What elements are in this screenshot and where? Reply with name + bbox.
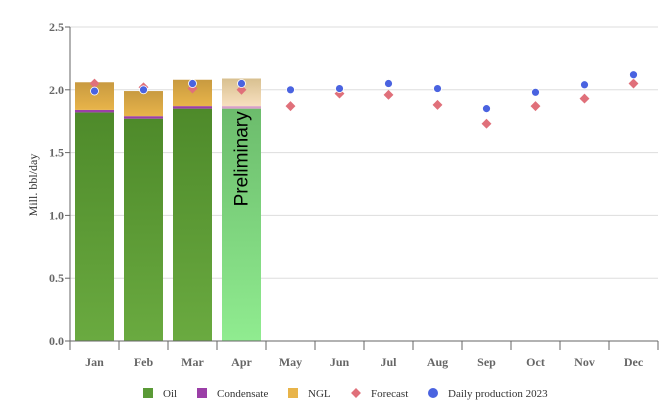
daily-production-point: [580, 80, 589, 90]
bar-oil: [173, 108, 212, 341]
bar-condensate: [173, 106, 212, 109]
x-tick-label: Jan: [85, 355, 104, 369]
legend-forecast-swatch: [351, 388, 361, 398]
forecast-point: [579, 93, 590, 104]
daily-production-point: [90, 86, 99, 96]
legend-condensate-label: Condensate: [217, 388, 268, 400]
legend-condensate-swatch: [197, 388, 207, 398]
bar-condensate: [124, 116, 163, 119]
legend-forecast-label: Forecast: [371, 388, 408, 400]
forecast-point: [383, 89, 394, 100]
x-tick-label: Aug: [427, 355, 448, 369]
y-tick-label: 1.5: [49, 146, 64, 160]
x-tick-label: Jun: [330, 355, 350, 369]
legend-oil-swatch: [143, 388, 153, 398]
bar-oil: [124, 118, 163, 341]
x-tick-label: Nov: [574, 355, 595, 369]
legend-oil-label: Oil: [163, 388, 177, 400]
y-axis-label: Mill. bbl/day: [26, 154, 40, 217]
x-tick-label: Oct: [526, 355, 545, 369]
y-tick-label: 0.5: [49, 271, 64, 285]
daily-production-point: [335, 84, 344, 93]
x-tick-label: May: [279, 355, 302, 369]
x-tick-label: Mar: [181, 355, 204, 369]
daily-production-point: [531, 87, 540, 97]
bar-oil: [75, 112, 114, 342]
daily-production-point: [286, 85, 295, 95]
y-tick-label: 2.0: [49, 83, 64, 97]
forecast-point: [628, 78, 639, 89]
forecast-point: [530, 101, 541, 112]
x-tick-label: Apr: [231, 355, 252, 369]
x-tick-label: Jul: [380, 355, 397, 369]
bar-oil: [222, 108, 261, 341]
bar-condensate: [75, 109, 114, 113]
forecast-point: [432, 99, 443, 110]
daily-production-point: [629, 70, 638, 80]
forecast-point: [89, 78, 100, 89]
legend-daily-production-2023-label: Daily production 2023: [448, 388, 548, 400]
y-tick-label: 1.0: [49, 208, 64, 222]
y-tick-label: 0.0: [49, 334, 64, 348]
y-tick-label: 2.5: [49, 20, 64, 34]
forecast-point: [285, 101, 296, 112]
preliminary-annotation: Preliminary: [232, 111, 253, 207]
daily-production-point: [237, 79, 246, 88]
x-tick-label: Feb: [134, 355, 154, 369]
forecast-point: [481, 118, 492, 129]
daily-production-point: [384, 79, 393, 88]
x-tick-label: Sep: [477, 355, 496, 369]
daily-production-point: [188, 79, 197, 88]
bar-condensate: [222, 106, 261, 109]
legend-daily-production-2023-swatch: [428, 388, 438, 398]
x-tick-label: Dec: [624, 355, 644, 369]
bar-ngl: [124, 91, 163, 117]
forecast-point: [236, 84, 247, 95]
daily-production-point: [433, 84, 442, 93]
legend-ngl-label: NGL: [308, 388, 331, 400]
daily-production-point: [482, 104, 491, 114]
legend-ngl-swatch: [288, 388, 298, 398]
daily-production-point: [139, 85, 148, 95]
